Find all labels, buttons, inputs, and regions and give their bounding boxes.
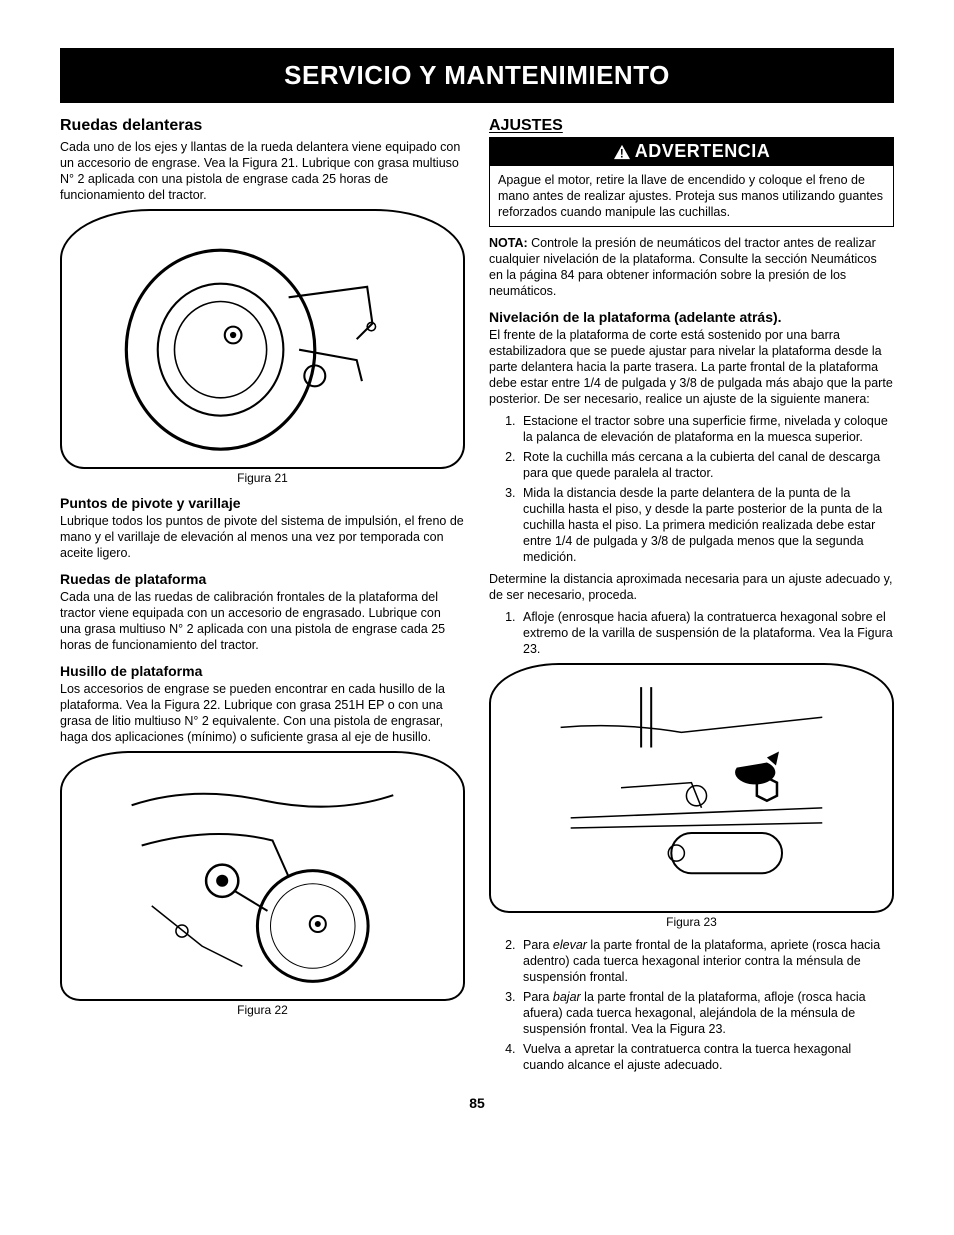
list-item: Rote la cuchilla más cercana a la cubier… [519, 449, 894, 481]
list-item: Mida la distancia desde la parte delante… [519, 485, 894, 565]
page-number: 85 [60, 1095, 894, 1111]
steps-list-3: Para elevar la parte frontal de la plata… [489, 937, 894, 1073]
figure-23-illustration [489, 663, 894, 913]
text-determine: Determine la distancia aproximada necesa… [489, 571, 894, 603]
text-ruedas-delanteras: Cada uno de los ejes y llantas de la rue… [60, 139, 465, 203]
heading-husillo: Husillo de plataforma [60, 663, 465, 679]
warning-banner: ! ADVERTENCIA [489, 137, 894, 166]
spindle-icon [82, 765, 443, 986]
figure-22-caption: Figura 22 [60, 1003, 465, 1017]
list-item: Para bajar la parte frontal de la plataf… [519, 989, 894, 1037]
nota-body: Controle la presión de neumáticos del tr… [489, 236, 877, 298]
text-puntos-pivote: Lubrique todos los puntos de pivote del … [60, 513, 465, 561]
left-column: Ruedas delanteras Cada uno de los ejes y… [60, 117, 465, 1079]
svg-text:!: ! [620, 149, 624, 161]
wheel-icon [82, 224, 443, 454]
text-ruedas-plataforma: Cada una de las ruedas de calibración fr… [60, 589, 465, 653]
steps-list-1: Estacione el tractor sobre una superfici… [489, 413, 894, 565]
list-item: Para elevar la parte frontal de la plata… [519, 937, 894, 985]
warning-label: ADVERTENCIA [635, 141, 771, 161]
nota-label: NOTA: [489, 236, 528, 250]
text-nivelacion: El frente de la plataforma de corte está… [489, 327, 894, 407]
list-item: Vuelva a apretar la contratuerca contra … [519, 1041, 894, 1073]
leveling-nut-icon [511, 677, 872, 898]
heading-nivelacion: Nivelación de la plataforma (adelante at… [489, 309, 894, 325]
figure-21-caption: Figura 21 [60, 471, 465, 485]
warning-body: Apague el motor, retire la llave de ence… [489, 166, 894, 227]
text-husillo: Los accesorios de engrase se pueden enco… [60, 681, 465, 745]
warning-triangle-icon: ! [613, 144, 631, 160]
nota-paragraph: NOTA: Controle la presión de neumáticos … [489, 235, 894, 299]
figure-22-illustration [60, 751, 465, 1001]
heading-ruedas-plataforma: Ruedas de plataforma [60, 571, 465, 587]
figure-23-caption: Figura 23 [489, 915, 894, 929]
heading-puntos-pivote: Puntos de pivote y varillaje [60, 495, 465, 511]
heading-ruedas-delanteras: Ruedas delanteras [60, 117, 465, 135]
heading-ajustes: AJUSTES [489, 117, 894, 135]
list-item: Afloje (enrosque hacia afuera) la contra… [519, 609, 894, 657]
list-item: Estacione el tractor sobre una superfici… [519, 413, 894, 445]
two-column-layout: Ruedas delanteras Cada uno de los ejes y… [60, 117, 894, 1079]
figure-21-illustration [60, 209, 465, 469]
title-bar: SERVICIO Y MANTENIMIENTO [60, 48, 894, 103]
steps-list-2: Afloje (enrosque hacia afuera) la contra… [489, 609, 894, 657]
right-column: AJUSTES ! ADVERTENCIA Apague el motor, r… [489, 117, 894, 1079]
